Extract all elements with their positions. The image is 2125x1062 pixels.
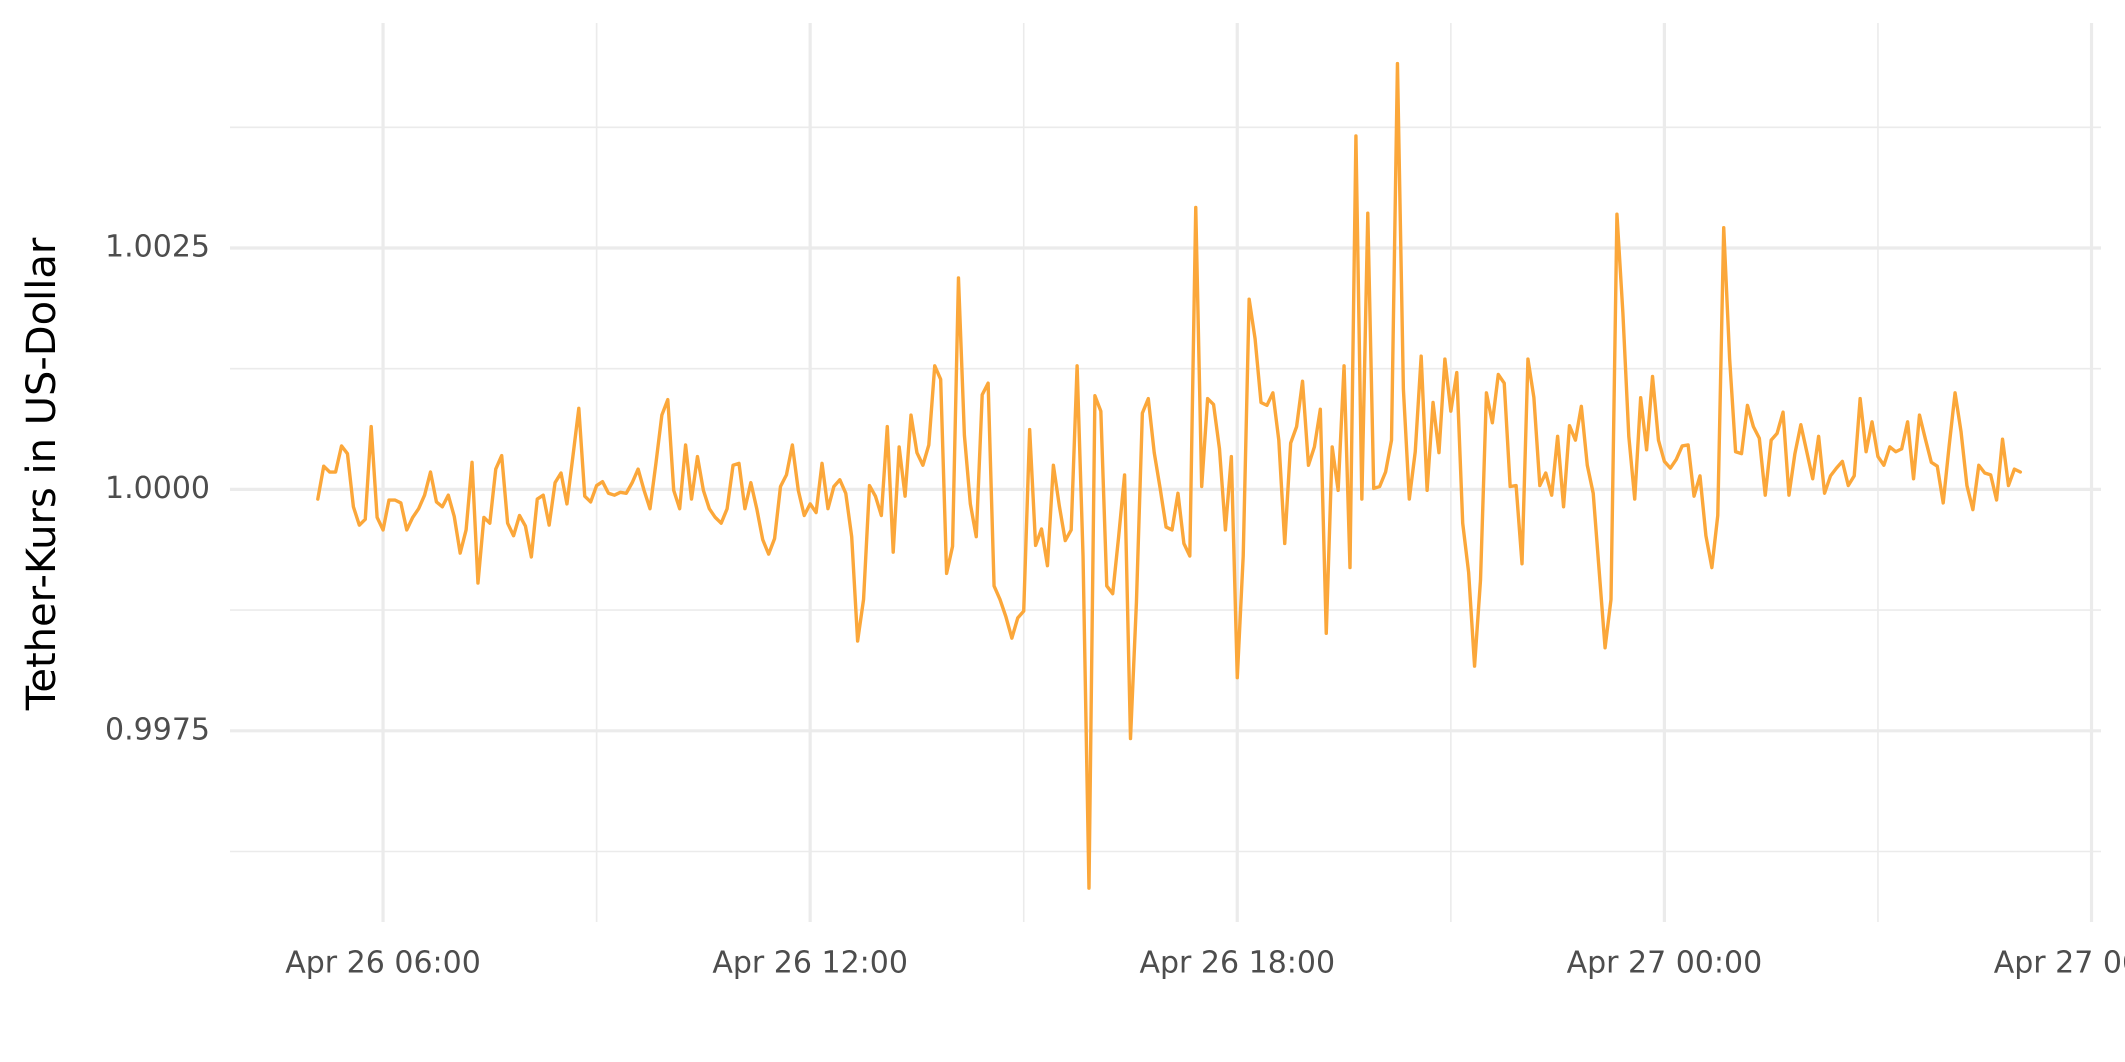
y-axis-title: Tether-Kurs in US-Dollar [19,237,65,711]
y-tick-label: 0.9975 [105,712,210,747]
x-tick-label: Apr 27 06:00 [1994,946,2125,981]
x-tick-label: Apr 26 12:00 [712,946,908,981]
x-tick-label: Apr 26 18:00 [1139,946,1335,981]
x-tick-label: Apr 26 06:00 [285,946,481,981]
x-tick-label: Apr 27 00:00 [1567,946,1763,981]
y-tick-label: 1.0000 [105,471,210,506]
price-line [316,61,2023,890]
y-tick-label: 1.0025 [105,229,210,264]
